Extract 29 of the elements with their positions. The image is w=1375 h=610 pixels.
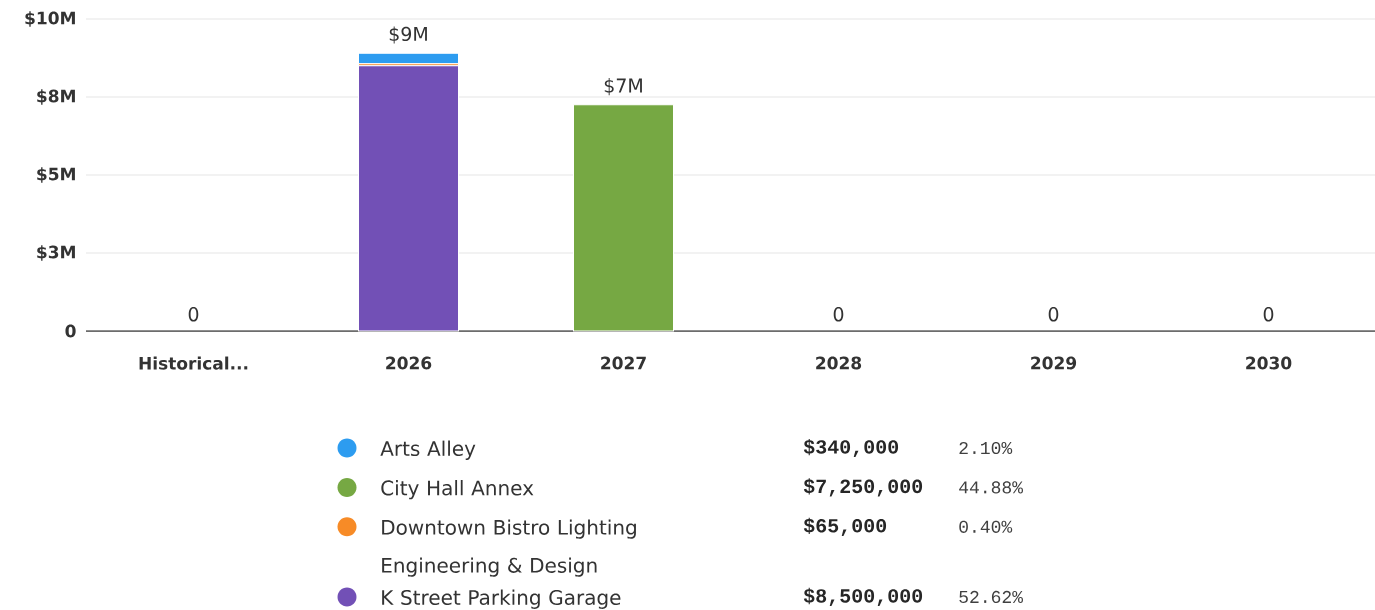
- text: $65,000: [803, 517, 887, 536]
- legend-label: Downtown Bistro Lighting Engineering & Design: [382, 519, 636, 577]
- text: $8,500,000: [803, 587, 923, 607]
- y-tick-label: $10M: [25, 11, 75, 27]
- y-tick-label: $5M: [37, 167, 75, 183]
- total-label: 0: [1263, 307, 1274, 322]
- total-label: $9M: [389, 26, 427, 44]
- x-tick-label: 2026: [386, 356, 432, 370]
- text: 52.62%: [959, 590, 1024, 604]
- text: $7,250,000: [803, 478, 923, 497]
- text: $340,000: [803, 438, 899, 458]
- total-label: $7M: [604, 78, 642, 96]
- x-tick-label: 2027: [601, 356, 646, 370]
- legend-label: K Street Parking Garage: [382, 589, 621, 609]
- text: 2.10%: [959, 441, 1013, 455]
- legend-label: Arts Alley: [380, 440, 476, 460]
- text: 0.40%: [959, 520, 1013, 533]
- x-tick-label: 2030: [1246, 356, 1292, 370]
- y-tick-label: $3M: [37, 245, 75, 261]
- x-tick-label: 2028: [816, 356, 862, 370]
- y-tick-label: 0: [65, 324, 76, 338]
- x-tick-label: 2029: [1031, 356, 1077, 370]
- total-label: 0: [188, 307, 199, 322]
- total-label: 0: [833, 307, 844, 322]
- legend-label: City Hall Annex: [381, 480, 534, 500]
- x-tick-label: Historical...: [139, 356, 248, 370]
- text: 44.88%: [959, 481, 1024, 494]
- y-tick-label: $8M: [37, 89, 75, 105]
- total-label: 0: [1048, 307, 1059, 322]
